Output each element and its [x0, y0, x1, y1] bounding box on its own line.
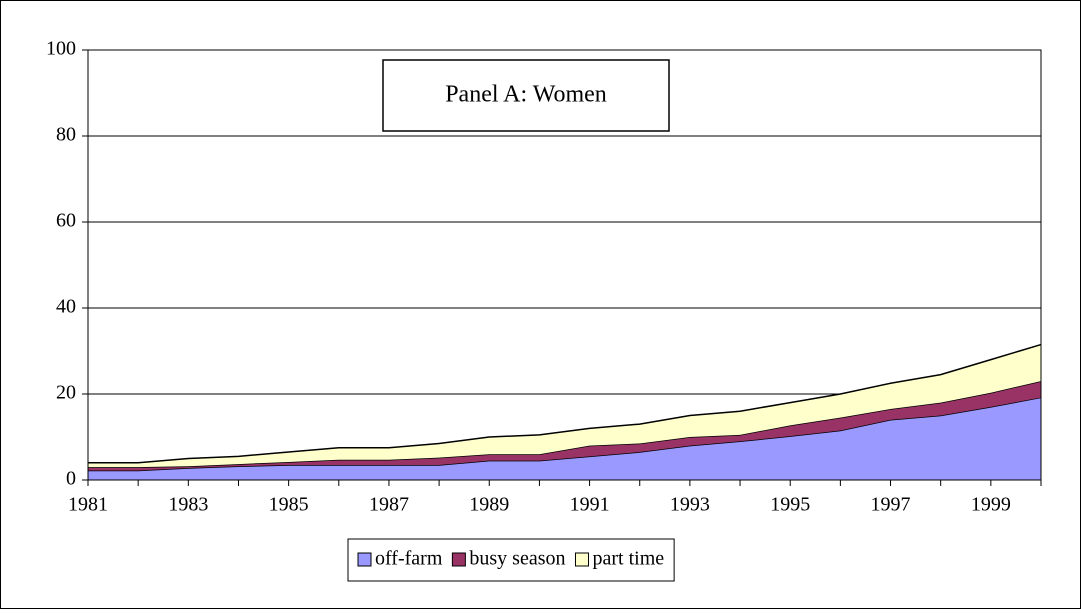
x-tick-label: 1985	[269, 494, 309, 516]
x-tick-label: 1995	[770, 494, 810, 516]
legend-label: off-farm	[375, 548, 443, 570]
legend-swatch	[574, 552, 589, 567]
area	[88, 344, 1041, 468]
area	[88, 397, 1041, 480]
annotation: Panel A: Women	[445, 82, 607, 108]
x-tick-label: 1991	[570, 494, 610, 516]
y-tick-label: 0	[66, 468, 76, 490]
y-tick-label: 100	[46, 38, 76, 60]
area	[88, 381, 1041, 471]
plot-frame	[87, 49, 1042, 481]
x-tick-label: 1997	[871, 494, 911, 516]
legend-swatch	[451, 552, 466, 567]
legend: off-farm busy season part time	[347, 538, 675, 582]
x-tick-label: 1989	[469, 494, 509, 516]
legend-label: busy season	[469, 548, 565, 570]
y-tick-label: 20	[56, 382, 76, 404]
x-tick-label: 1999	[971, 494, 1011, 516]
x-tick-label: 1983	[168, 494, 208, 516]
x-tick-label: 1993	[670, 494, 710, 516]
legend-swatch	[357, 552, 372, 567]
y-tick-label: 40	[56, 296, 76, 318]
legend-label: part time	[592, 548, 664, 570]
legend-box	[347, 538, 675, 582]
area-edge	[88, 343, 1042, 464]
y-tick-label: 60	[56, 210, 76, 232]
annotation-box	[382, 59, 670, 132]
x-tick-label: 1987	[369, 494, 409, 516]
x-tick-label: 1981	[68, 494, 108, 516]
y-tick-label: 80	[56, 124, 76, 146]
